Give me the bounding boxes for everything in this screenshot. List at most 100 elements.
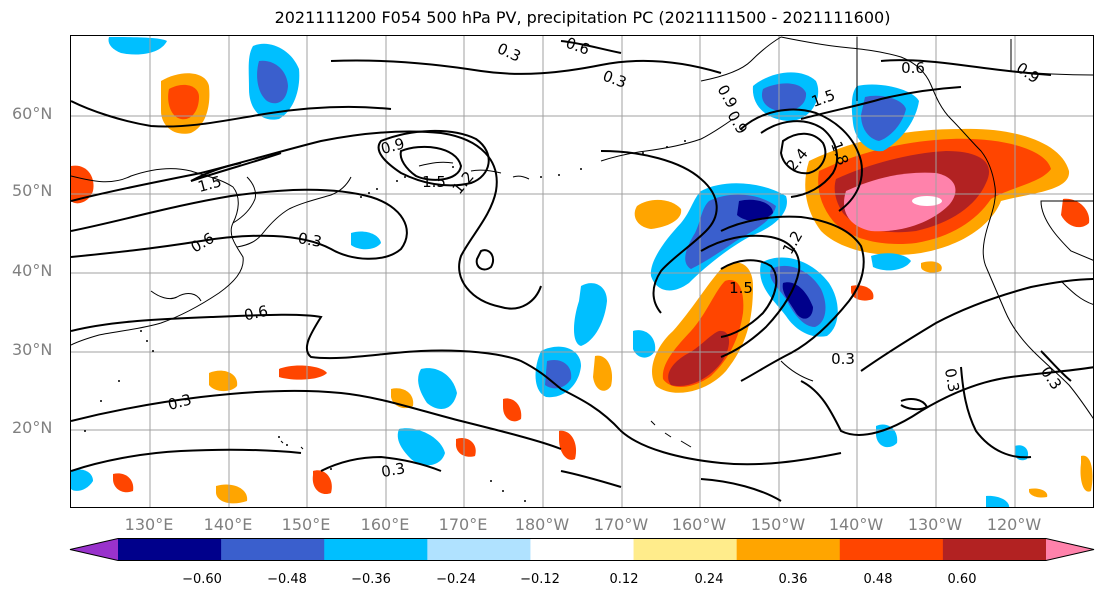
contour-label-17: 1.2 [779,228,807,258]
colorbar-cell [530,538,635,561]
precip-west-coast-cell [1061,198,1090,228]
lon-label-130w: 130°W [907,515,963,534]
colorbar-cell [839,538,944,561]
colorbar-cell [942,538,1047,561]
contour-label-23: 1.5 [196,172,224,196]
contour-label-7: 0.3 [297,229,324,251]
map-panel: 0.3 0.6 0.3 0.9 1.5 1.2 0.3 0.6 0.3 0.3 … [70,35,1094,508]
lat-label-30n: 30°N [12,340,53,359]
precip-positive-shading [71,73,1093,504]
lon-label-180w: 180°W [514,515,570,534]
precip-subtropic-dry-2 [574,283,607,346]
colorbar-tick-7: 0.24 [694,572,724,587]
colorbar-cell [736,538,841,561]
contour-label-11: 0.6 [188,229,218,257]
precip-sw-cell-7 [216,484,248,504]
precip-hawaii-cell-1 [593,355,613,391]
colorbar-tick-10: 0.60 [947,572,977,587]
precip-negative-shading [71,37,1029,507]
precip-sw-cell-8 [113,473,134,493]
precip-subtropic-dry-3 [633,330,656,358]
lon-label-140e: 140°E [203,515,253,534]
precip-hawaii-cell-2 [209,370,238,392]
colorbar-cell [324,538,428,561]
lat-label-40n: 40°N [12,261,53,280]
contour-labels: 0.3 0.6 0.3 0.9 1.5 1.2 0.3 0.6 0.3 0.3 … [166,36,1065,481]
precip-subtropic-dry-6 [351,231,381,250]
pv-contours [71,40,1093,502]
contour-label-10: 0.3 [380,459,407,481]
colorbar-tick-8: 0.36 [778,572,808,587]
colorbar-tick-3: −0.36 [351,572,391,587]
lat-label-20n: 20°N [12,418,53,437]
contour-label-18: 1.5 [729,279,753,297]
precip-dateline-cell [634,199,682,229]
contour-label-3: 0.3 [600,67,629,92]
precip-sw-cell-4 [455,437,476,457]
graticule [71,36,1093,507]
colorbar-tick-6: 0.12 [609,572,639,587]
lon-label-150e: 150°E [281,515,331,534]
precip-gulf-alaska-dry-core [761,83,807,112]
island-dots [84,140,686,502]
colorbar-cells [70,538,1094,561]
colorbar-cell [221,538,325,561]
precip-ne-pacific-pink [843,172,956,232]
contour-label-9: 0.3 [166,390,194,414]
colorbar-extend-min [70,538,118,561]
lat-label-60n: 60°N [12,104,53,123]
precip-sw-cell-3 [503,398,522,422]
colorbar-tick-5: −0.12 [520,572,560,587]
precip-se-cell-3 [1029,488,1048,498]
precip-nw-pacific-core [168,84,199,120]
colorbar-extend-max [1046,538,1094,561]
contour-label-13: 0.9 [714,82,742,112]
precip-aleutian-dry-core [257,60,288,104]
contour-label-1: 0.3 [494,39,523,65]
contour-label-8: 0.6 [242,302,269,325]
lon-label-170e: 170°E [438,515,488,534]
lon-label-140w: 140°W [828,515,884,534]
precip-sw-cell-5 [559,430,577,460]
precip-central-pacific-dark [668,330,730,387]
precip-gulf-alaska-dry-2-core [861,95,906,141]
colorbar-tick-4: −0.24 [436,572,476,587]
precip-subtropic-dry-8 [876,424,898,448]
lon-label-160w: 160°W [671,515,727,534]
precip-sw-cell-1 [279,365,327,380]
precip-subtropic-dry-4 [418,368,457,409]
colorbar-cell [427,538,531,561]
precip-mid-pacific-dry-deep [737,199,773,221]
contour-label-12: 0.9 [724,108,752,138]
colorbar-cell [118,538,222,561]
precip-subtropic-dry-10 [71,469,93,491]
contour-label-5: 1.5 [422,173,446,191]
contour-label-24: 0.9 [1013,59,1043,87]
precip-east-pacific-dry-deep [782,282,813,319]
contour-label-2: 0.6 [563,36,592,59]
contour-label-21: 0.3 [1037,363,1065,393]
colorbar-tick-2: −0.48 [267,572,307,587]
colorbar [69,538,1095,561]
contour-label-6: 1.2 [449,168,478,198]
precip-se-cell-4 [921,261,942,273]
contour-label-4: 0.9 [379,134,407,158]
precip-se-cell-2 [1080,455,1093,492]
lat-label-50n: 50°N [12,181,53,200]
figure-title: 2021111200 F054 500 hPa PV, precipitatio… [274,8,891,27]
precip-nw-dry [108,37,167,55]
precip-subtropic-dry-5 [397,428,445,466]
precip-ne-pacific-gap [912,196,942,206]
contour-label-19: 0.3 [831,350,855,368]
colorbar-tick-9: 0.48 [863,572,893,587]
colorbar-tick-1: −0.60 [182,572,222,587]
precip-subtropic-dry-7 [871,253,911,271]
precip-sw-cell-6 [312,470,332,495]
contour-label-20: 0.3 [941,367,963,394]
colorbar-outline [69,538,1095,561]
colorbar-cell [633,538,738,561]
lon-label-120w: 120°W [986,515,1042,534]
lon-label-160e: 160°E [360,515,410,534]
lon-label-170w: 170°W [593,515,649,534]
lon-label-130e: 130°E [124,515,174,534]
